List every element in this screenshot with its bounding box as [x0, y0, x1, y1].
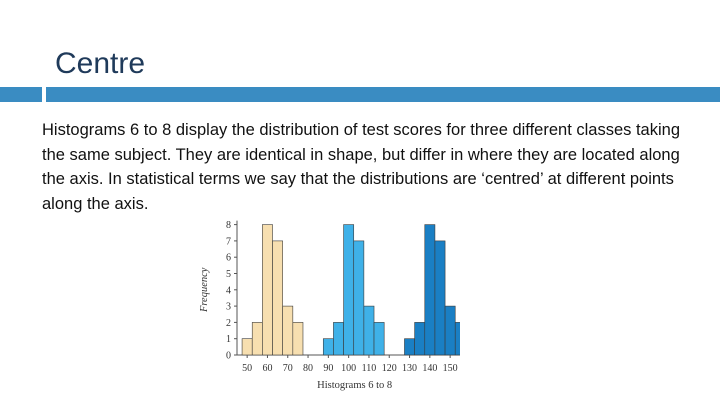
slide-title: Centre [55, 47, 146, 80]
x-axis-label: Histograms 6 to 8 [317, 380, 392, 391]
x-tick-label: 100 [341, 363, 356, 374]
x-tick-label: 50 [242, 363, 252, 374]
histogram-bar [262, 224, 273, 356]
slide-body-text: Histograms 6 to 8 display the distributi… [42, 121, 681, 213]
accent-bar-right [46, 87, 720, 102]
x-tick-label: 80 [303, 363, 313, 374]
y-tick-label: 7 [226, 236, 231, 247]
histogram-bar [292, 322, 304, 356]
histogram-bar [282, 305, 294, 356]
histogram-bar [414, 322, 426, 356]
x-tick-label: 60 [262, 363, 272, 374]
histogram-bar [454, 322, 460, 356]
y-tick-label: 6 [226, 253, 231, 264]
y-tick-label: 0 [226, 351, 231, 362]
histogram-bar [363, 305, 375, 356]
y-axis-label: Frequency [199, 267, 210, 313]
histogram-bar [353, 240, 365, 356]
y-tick-label: 2 [226, 318, 231, 329]
histogram-bar [251, 322, 263, 356]
accent-bar-left [0, 87, 42, 102]
x-tick-label: 110 [362, 363, 377, 374]
x-tick-label: 90 [323, 363, 333, 374]
histogram-chart: 0 1 2 3 4 5 6 7 8 50 60 70 80 90 100 110 120 130 140 150 His… [199, 220, 460, 391]
histogram-bar [333, 322, 344, 356]
x-tick-label: 140 [422, 363, 437, 374]
x-tick-label: 130 [402, 363, 417, 374]
y-tick-label: 1 [226, 334, 231, 345]
y-tick-label: 3 [226, 302, 231, 313]
x-tick-label: 70 [283, 363, 293, 374]
histogram-bar [434, 240, 446, 356]
y-tick-label: 8 [226, 220, 231, 231]
y-tick-label: 4 [226, 285, 231, 296]
x-tick-label: 150 [443, 363, 458, 374]
y-tick-label: 5 [226, 269, 231, 280]
histogram-bar [404, 338, 415, 356]
histogram-bar [343, 224, 355, 356]
histogram-bar [444, 305, 456, 356]
x-tick-label: 120 [382, 363, 397, 374]
histogram-bar [424, 224, 436, 356]
histogram-bar [241, 338, 253, 356]
histogram-bar [373, 322, 385, 356]
histogram-bar [322, 338, 334, 356]
histogram-bar [272, 240, 283, 356]
